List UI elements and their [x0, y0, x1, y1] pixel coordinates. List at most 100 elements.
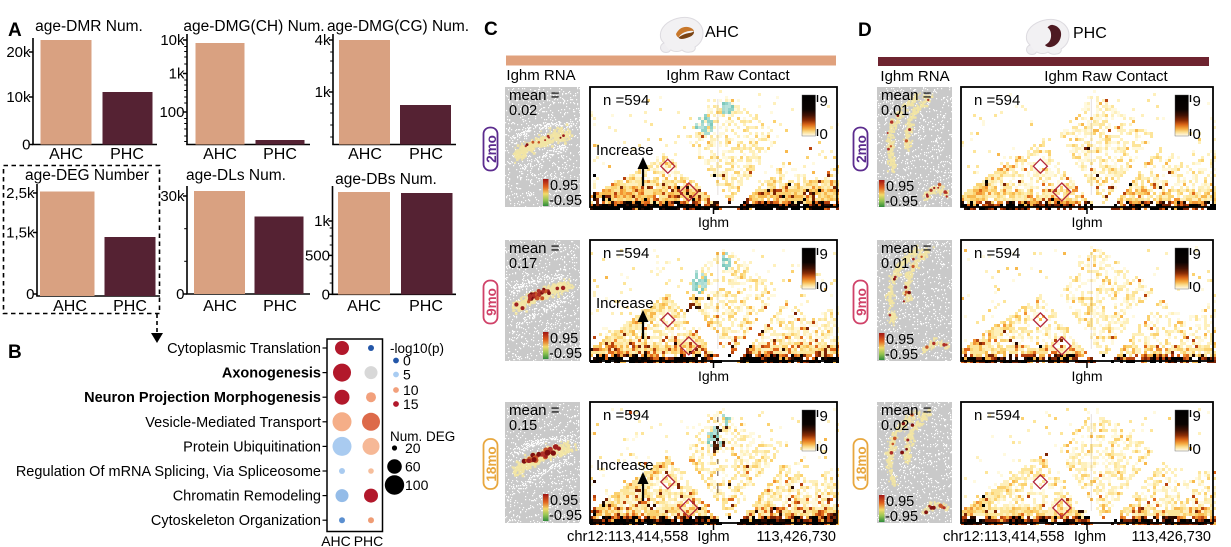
svg-text:age-DLs Num.: age-DLs Num. — [186, 167, 286, 184]
svg-text:1k: 1k — [315, 84, 331, 101]
svg-text:Cytoplasmic Translation: Cytoplasmic Translation — [167, 341, 321, 357]
svg-text:0.17: 0.17 — [509, 256, 537, 272]
svg-text:PHC: PHC — [263, 146, 297, 163]
svg-text:5: 5 — [403, 367, 411, 383]
svg-text:mean =: mean = — [509, 240, 560, 257]
svg-text:-0.95: -0.95 — [885, 347, 918, 363]
svg-text:113,426,730: 113,426,730 — [1131, 529, 1211, 545]
svg-text:15: 15 — [403, 396, 419, 412]
svg-text:100: 100 — [159, 104, 184, 121]
svg-text:20k: 20k — [6, 44, 31, 61]
svg-text:-0.95: -0.95 — [549, 508, 582, 524]
svg-text:-0.95: -0.95 — [549, 193, 582, 209]
svg-text:D: D — [858, 20, 872, 41]
svg-text:A: A — [8, 20, 22, 41]
svg-text:Regulation Of mRNA Splicing, V: Regulation Of mRNA Splicing, Via Spliceo… — [16, 464, 321, 480]
svg-text:AHC: AHC — [49, 146, 83, 163]
svg-text:0.02: 0.02 — [881, 418, 909, 434]
svg-text:0: 0 — [820, 279, 828, 296]
svg-text:0: 0 — [1193, 126, 1201, 143]
svg-text:AHC: AHC — [705, 24, 739, 41]
svg-text:Ighm Raw Contact: Ighm Raw Contact — [666, 67, 790, 84]
svg-text:mean =: mean = — [509, 402, 560, 419]
svg-text:0.95: 0.95 — [886, 494, 914, 510]
svg-text:18mo: 18mo — [484, 446, 499, 481]
svg-text:0: 0 — [820, 441, 828, 458]
svg-text:9mo: 9mo — [484, 288, 499, 316]
svg-text:1k: 1k — [314, 213, 330, 230]
svg-text:-0.95: -0.95 — [885, 509, 918, 525]
svg-text:Chromatin Remodeling: Chromatin Remodeling — [173, 489, 321, 505]
svg-text:1,5k: 1,5k — [6, 225, 35, 242]
svg-text:0.95: 0.95 — [550, 331, 578, 347]
svg-text:Ighm: Ighm — [697, 529, 729, 545]
svg-text:113,426,730: 113,426,730 — [756, 529, 836, 545]
svg-text:Cytoskeleton Organization: Cytoskeleton Organization — [151, 513, 321, 529]
svg-text:60: 60 — [405, 459, 421, 475]
svg-text:AHC: AHC — [348, 146, 382, 163]
svg-text:2mo: 2mo — [854, 135, 869, 163]
svg-text:10k: 10k — [160, 32, 185, 49]
svg-text:mean =: mean = — [509, 87, 560, 104]
svg-text:-log10(p): -log10(p) — [390, 341, 444, 356]
svg-text:2mo: 2mo — [484, 135, 499, 163]
svg-text:Ighm RNA: Ighm RNA — [880, 68, 949, 85]
svg-text:0.02: 0.02 — [509, 103, 537, 119]
svg-text:Ighm Raw Contact: Ighm Raw Contact — [1044, 68, 1168, 85]
svg-text:10: 10 — [403, 382, 419, 398]
svg-text:0: 0 — [820, 126, 828, 143]
svg-text:chr12:113,414,558: chr12:113,414,558 — [567, 529, 688, 545]
svg-text:0.01: 0.01 — [881, 103, 909, 119]
svg-text:2,5k: 2,5k — [6, 185, 35, 202]
svg-text:Num. DEG: Num. DEG — [390, 429, 455, 444]
svg-text:0: 0 — [322, 286, 330, 303]
svg-text:9: 9 — [820, 408, 828, 425]
svg-text:0: 0 — [1193, 441, 1201, 458]
svg-text:n =594: n =594 — [974, 92, 1020, 109]
svg-text:PHC: PHC — [113, 298, 147, 315]
svg-text:9mo: 9mo — [854, 288, 869, 316]
svg-text:AHC: AHC — [347, 298, 381, 315]
svg-text:30k: 30k — [160, 188, 185, 205]
svg-text:0.95: 0.95 — [886, 332, 914, 348]
svg-text:0: 0 — [26, 286, 34, 303]
svg-text:AHC: AHC — [321, 533, 351, 547]
svg-text:9: 9 — [820, 246, 828, 263]
svg-text:AHC: AHC — [53, 298, 87, 315]
svg-text:Neuron Projection Morphogenesi: Neuron Projection Morphogenesis — [84, 390, 321, 406]
svg-text:PHC: PHC — [110, 146, 144, 163]
svg-text:AHC: AHC — [203, 146, 237, 163]
svg-text:1k: 1k — [169, 66, 185, 83]
svg-text:mean =: mean = — [881, 402, 932, 419]
svg-text:age-DMG(CG) Num.: age-DMG(CG) Num. — [327, 18, 469, 35]
svg-text:-0.95: -0.95 — [549, 346, 582, 362]
svg-text:n =594: n =594 — [974, 245, 1020, 262]
svg-text:4k: 4k — [315, 32, 331, 49]
svg-text:Increase: Increase — [596, 295, 654, 312]
svg-text:PHC: PHC — [1073, 25, 1107, 42]
svg-text:Axonogenesis: Axonogenesis — [222, 366, 321, 382]
svg-text:9: 9 — [1193, 93, 1201, 110]
svg-text:Ighm: Ighm — [698, 214, 729, 230]
svg-text:age-DMR Num.: age-DMR Num. — [35, 18, 143, 35]
svg-text:Ighm: Ighm — [1074, 529, 1106, 545]
svg-text:10k: 10k — [6, 89, 31, 106]
svg-text:0.95: 0.95 — [550, 178, 578, 194]
svg-text:Ighm: Ighm — [1071, 368, 1102, 384]
svg-text:n =594: n =594 — [603, 92, 649, 109]
svg-text:-0.95: -0.95 — [885, 194, 918, 210]
svg-text:Ighm: Ighm — [698, 368, 729, 384]
svg-text:18mo: 18mo — [854, 446, 869, 481]
svg-text:Increase: Increase — [596, 142, 654, 159]
svg-text:chr12:113,414,558: chr12:113,414,558 — [943, 529, 1064, 545]
svg-text:0: 0 — [1193, 279, 1201, 296]
svg-text:9: 9 — [1193, 408, 1201, 425]
svg-text:Ighm RNA: Ighm RNA — [506, 67, 575, 84]
svg-text:0.95: 0.95 — [550, 493, 578, 509]
svg-text:Ighm: Ighm — [1071, 214, 1102, 230]
svg-text:Increase: Increase — [596, 457, 654, 474]
svg-text:500: 500 — [305, 247, 330, 264]
svg-text:AHC: AHC — [203, 298, 237, 315]
svg-text:n =594: n =594 — [603, 245, 649, 262]
svg-text:0: 0 — [176, 286, 184, 303]
